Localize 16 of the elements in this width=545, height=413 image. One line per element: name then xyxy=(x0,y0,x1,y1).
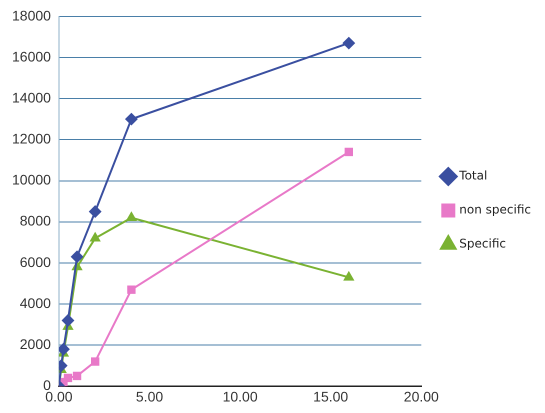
x-tick-label: 20.00 xyxy=(404,388,440,404)
x-tick-label: 10.00 xyxy=(222,388,258,404)
x-tick-label: 5.00 xyxy=(136,388,164,404)
y-tick-label: 6000 xyxy=(20,254,52,270)
y-tick-label: 14000 xyxy=(12,89,52,106)
legend-label: Specific xyxy=(459,236,506,251)
x-tick-label: 15.00 xyxy=(313,388,348,404)
y-tick-label: 10000 xyxy=(12,172,52,188)
y-tick-label: 16000 xyxy=(12,48,52,64)
y-tick-label: 4000 xyxy=(20,294,52,311)
y-tick-label: 2000 xyxy=(20,336,52,352)
y-tick-label: 18000 xyxy=(12,7,52,24)
legend-label: non specific xyxy=(459,202,532,217)
y-tick-label: 12000 xyxy=(12,130,52,147)
y-tick-label: 8000 xyxy=(20,212,52,229)
legend-label: Total xyxy=(458,168,488,183)
